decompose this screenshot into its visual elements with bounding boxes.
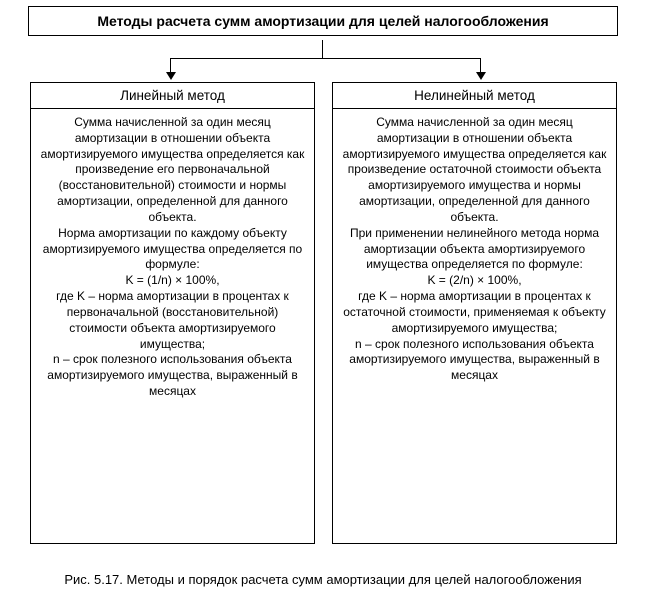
column-linear-body: Сумма начисленной за один месяц амортиза…	[31, 109, 314, 406]
column-nonlinear: Нелинейный метод Сумма начисленной за од…	[332, 82, 617, 544]
column-nonlinear-header: Нелинейный метод	[333, 83, 616, 109]
arrow-left	[166, 72, 176, 80]
column-linear-body-text: Сумма начисленной за один месяц амортиза…	[39, 115, 306, 400]
arrow-right	[476, 72, 486, 80]
connector-stem	[322, 40, 323, 58]
column-linear: Линейный метод Сумма начисленной за один…	[30, 82, 315, 544]
column-nonlinear-body: Сумма начисленной за один месяц амортиза…	[333, 109, 616, 390]
column-nonlinear-body-text: Сумма начисленной за один месяц амортиза…	[341, 115, 608, 384]
column-linear-header: Линейный метод	[31, 83, 314, 109]
top-title-text: Методы расчета сумм амортизации для целе…	[97, 13, 548, 29]
connector-hline	[170, 58, 481, 59]
figure-caption: Рис. 5.17. Методы и порядок расчета сумм…	[0, 572, 646, 587]
top-title-box: Методы расчета сумм амортизации для целе…	[28, 6, 618, 36]
